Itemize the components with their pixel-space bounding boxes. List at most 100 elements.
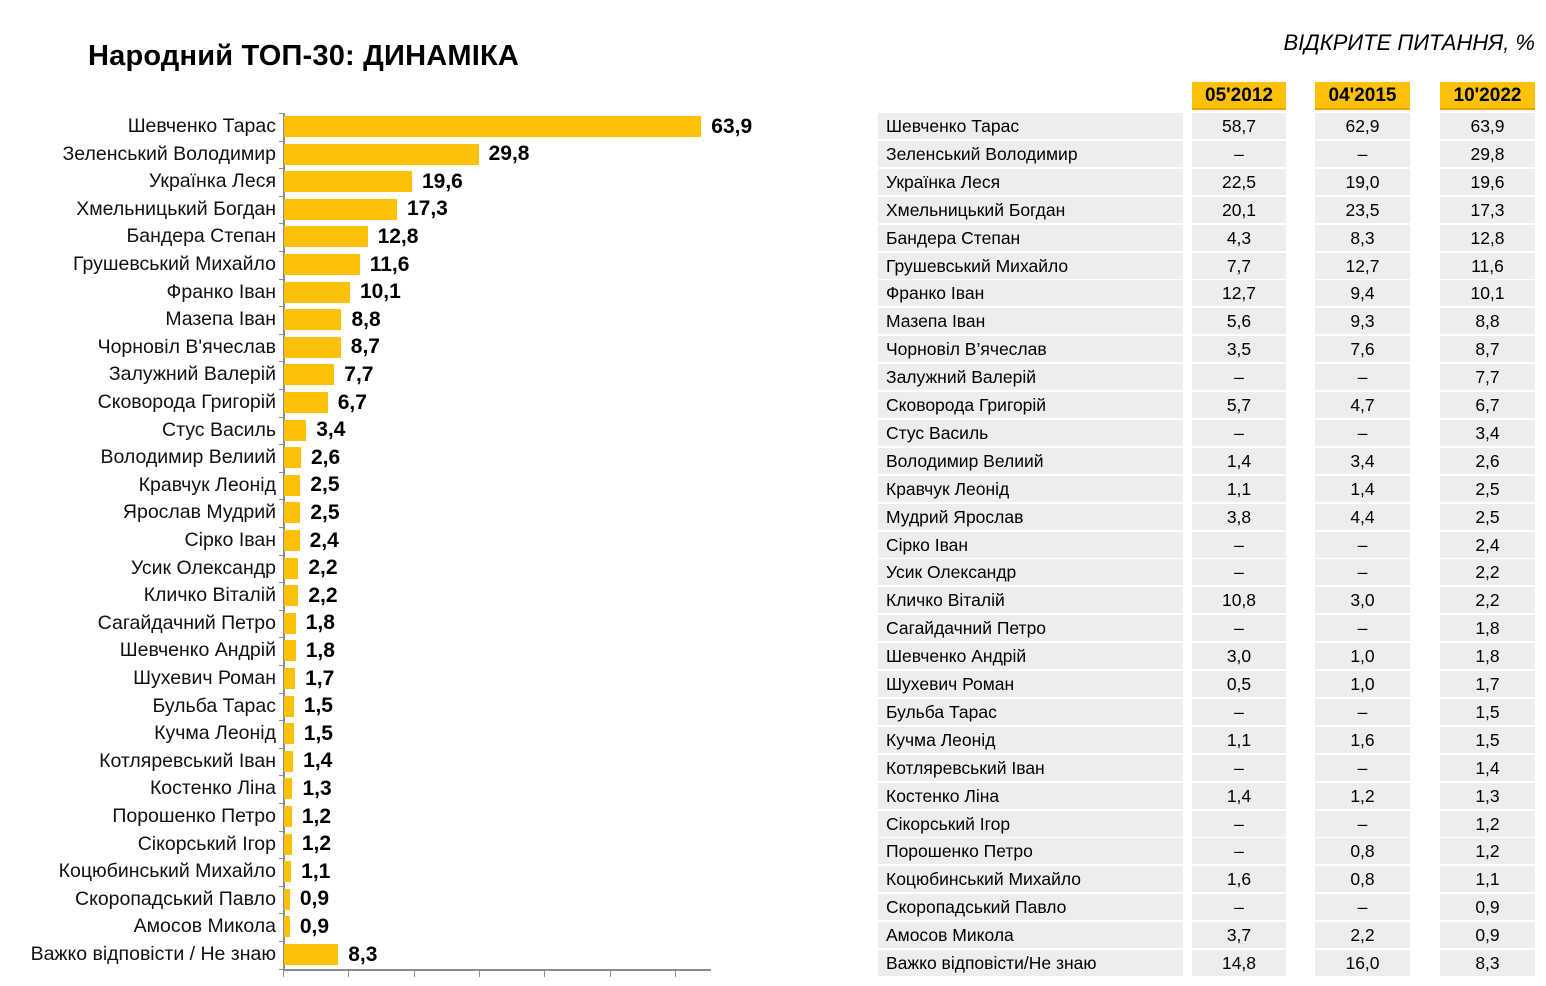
table-value-2015: 3,4: [1315, 447, 1410, 474]
bar: [284, 916, 290, 938]
table-name-cell: Скоропадський Павло: [878, 894, 1183, 921]
table-value-2015: –: [1315, 419, 1410, 446]
y-axis-tick: [279, 223, 284, 225]
table-value-2012: 3,5: [1192, 336, 1286, 363]
bar-value-label: 12,8: [377, 224, 419, 248]
bar-value-label: 0,9: [299, 914, 330, 938]
bar-value-label: 1,8: [305, 638, 335, 662]
y-axis-tick: [279, 720, 284, 722]
bar-value-label: 2,6: [310, 445, 341, 469]
y-axis-tick: [279, 527, 284, 528]
bar-category-label: Стус Василь: [162, 418, 276, 441]
table-value-2015: 1,0: [1315, 643, 1410, 670]
table-value-2022: 29,8: [1440, 140, 1535, 167]
table-value-2012: 3,7: [1192, 922, 1286, 949]
table-value-2015: 19,0: [1315, 168, 1410, 195]
y-axis-tick: [279, 637, 284, 639]
bar: [284, 116, 702, 137]
bar: [284, 419, 307, 441]
bar-value-label: 1,1: [301, 859, 331, 883]
bar-value-label: 17,3: [406, 197, 448, 221]
table-value-2012: 7,7: [1192, 252, 1286, 279]
table-value-2015: 4,7: [1315, 392, 1410, 418]
bar-value-label: 1,5: [303, 721, 333, 745]
x-axis-tick: [348, 970, 350, 977]
bar-row: Мазепа Іван 8,8: [0, 306, 380, 333]
table-value-2022: 1,8: [1440, 643, 1535, 670]
bar-row: Бандера Степан 12,8: [0, 223, 418, 250]
table-name-cell: Коцюбинський Михайло: [878, 866, 1183, 893]
table-value-2012: 1,1: [1192, 475, 1286, 502]
table-value-2022: 1,2: [1440, 838, 1535, 865]
bar: [284, 806, 292, 827]
bar-row: Кравчук Леонід 2,5: [0, 472, 340, 499]
table-value-2022: 3,4: [1440, 419, 1535, 446]
bar-value-label: 2,5: [310, 473, 340, 497]
bar-row: Важко відповісти / Не знаю 8,3: [0, 941, 378, 968]
table-value-2012: 5,6: [1192, 308, 1286, 335]
y-axis-tick: [279, 361, 284, 363]
table-name-cell: Костенко Ліна: [878, 782, 1183, 809]
y-axis-tick: [279, 416, 284, 418]
bar-category-label: Залужний Валерій: [108, 363, 276, 386]
bar-category-label: Хмельницький Богдан: [76, 197, 276, 220]
table-value-2022: 2,5: [1440, 503, 1535, 530]
table-name-cell: Бульба Тарас: [878, 698, 1183, 725]
bar-row: Бульба Тарас 1,5: [0, 693, 333, 720]
table-value-2012: –: [1192, 364, 1286, 391]
bar-category-label: Сагайдачний Петро: [97, 611, 276, 634]
bar: [284, 833, 292, 855]
bar: [284, 750, 294, 772]
table-value-2015: 4,4: [1315, 503, 1410, 530]
table-name-cell: Бандера Степан: [878, 224, 1183, 251]
bar: [284, 944, 339, 965]
y-axis-tick: [279, 444, 284, 446]
bar: [284, 336, 341, 358]
table-name-cell: Кличко Віталій: [878, 587, 1183, 614]
table-value-2012: 58,7: [1192, 113, 1286, 139]
bar-category-label: Шевченко Андрій: [119, 639, 276, 662]
bar-value-label: 1,5: [303, 694, 333, 718]
table-value-2012: –: [1192, 615, 1286, 642]
table-value-2012: 20,1: [1192, 196, 1286, 223]
table-name-cell: Сагайдачний Петро: [878, 615, 1183, 642]
bar: [284, 723, 294, 745]
bar-value-label: 2,2: [308, 583, 338, 607]
table-value-2015: –: [1315, 531, 1410, 558]
table-value-2012: 1,1: [1192, 726, 1286, 753]
table-name-cell: Українка Леся: [878, 168, 1183, 195]
bar-category-label: Ярослав Мудрий: [122, 501, 276, 524]
bar-row: Усик Олександр 2,2: [0, 555, 338, 582]
table-name-cell: Мазепа Іван: [878, 308, 1183, 335]
y-axis-tick: [279, 140, 284, 142]
bar-value-label: 8,7: [350, 335, 380, 359]
table-name-cell: Сірко Іван: [878, 531, 1183, 558]
bar-row: Кучма Леонід 1,5: [0, 720, 333, 747]
bar-row: Котляревський Іван 1,4: [0, 748, 332, 775]
bar-value-label: 2,4: [309, 528, 339, 552]
bar: [284, 447, 301, 469]
table-name-cell: Грушевський Михайло: [878, 252, 1183, 279]
bar-category-label: Зеленський Володимир: [62, 142, 276, 165]
y-axis-tick: [279, 499, 284, 501]
table-value-2015: –: [1315, 754, 1410, 781]
table-value-2015: 2,2: [1315, 922, 1410, 949]
bar-value-label: 7,7: [344, 362, 374, 386]
table-value-2022: 1,7: [1440, 671, 1535, 697]
table-name-cell: Шухевич Роман: [878, 671, 1183, 697]
table-value-2022: 8,3: [1440, 950, 1535, 976]
table-value-2022: 1,5: [1440, 698, 1535, 725]
table-name-cell: Порошенко Петро: [878, 838, 1183, 865]
table-value-2012: –: [1192, 894, 1286, 921]
bar-category-label: Порошенко Петро: [112, 805, 276, 827]
table-value-2012: –: [1192, 810, 1286, 837]
bar-category-label: Усик Олександр: [130, 556, 276, 579]
table-value-2015: 7,6: [1315, 336, 1410, 363]
bar-category-label: Володимир Велиий: [100, 446, 276, 469]
table-value-2012: –: [1192, 140, 1286, 167]
table-name-cell: Зеленський Володимир: [878, 140, 1183, 167]
bar-category-label: Важко відповісти / Не знаю: [30, 943, 276, 965]
bar: [284, 695, 294, 717]
bar: [284, 861, 292, 883]
